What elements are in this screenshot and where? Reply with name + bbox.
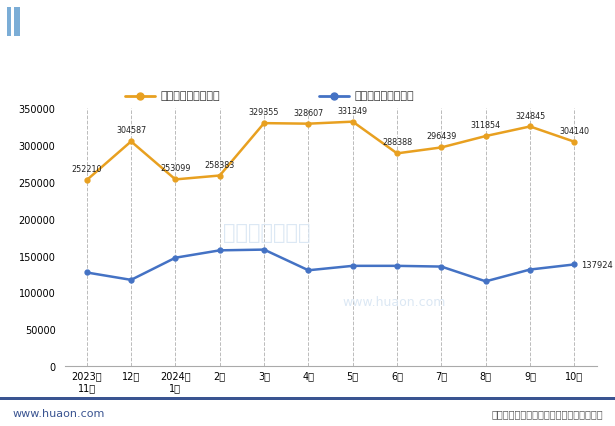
Text: 253099: 253099 [160,164,191,173]
Text: 数据来源：中国海关，华经产业研究院整理: 数据来源：中国海关，华经产业研究院整理 [491,408,603,418]
Text: 2023-2024年西安市(境内目的地/货源地)进、出口额: 2023-2024年西安市(境内目的地/货源地)进、出口额 [168,58,447,73]
Text: 324845: 324845 [515,111,545,120]
Text: www.huaon.com: www.huaon.com [12,408,105,418]
Text: 出口总额（万美元）: 出口总额（万美元） [161,91,220,101]
Text: 304140: 304140 [560,127,589,135]
Text: 进口总额（万美元）: 进口总额（万美元） [354,91,414,101]
Bar [0,397,615,400]
Text: 288388: 288388 [382,138,412,147]
Text: 137924: 137924 [581,260,613,269]
Bar [14,8,20,37]
Text: 296439: 296439 [426,132,456,141]
Text: 华经情报网: 华经情报网 [26,16,61,29]
Bar [7,8,11,37]
Text: 华经产业研究院: 华经产业研究院 [223,222,311,242]
Text: 329355: 329355 [249,108,279,117]
Text: www.huaon.com: www.huaon.com [343,296,446,308]
Text: 258383: 258383 [205,160,235,169]
Text: 252210: 252210 [71,165,102,174]
Text: 304587: 304587 [116,126,146,135]
Text: 311854: 311854 [470,121,501,130]
Text: 331349: 331349 [338,106,368,115]
Text: 328607: 328607 [293,109,323,118]
Text: 专业严谨 ● 客观科学: 专业严谨 ● 客观科学 [537,18,603,28]
